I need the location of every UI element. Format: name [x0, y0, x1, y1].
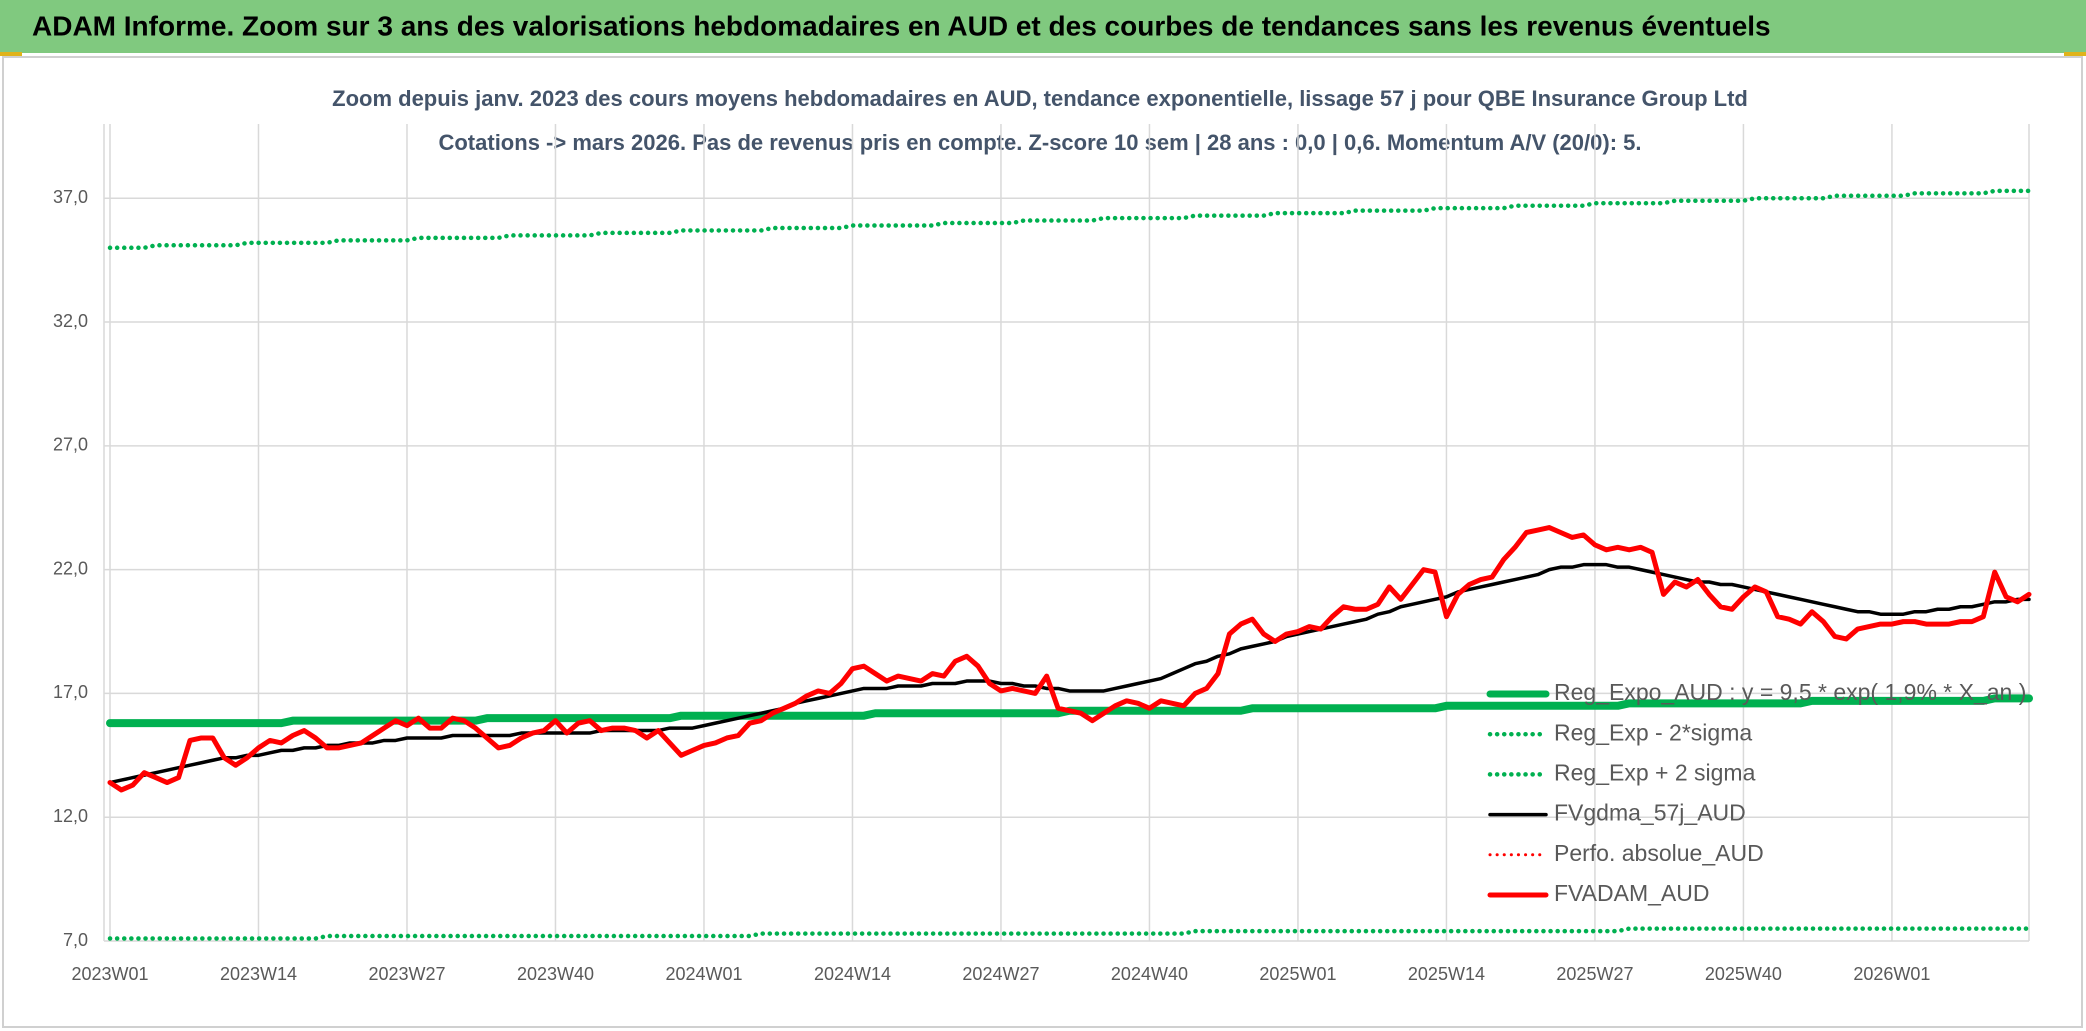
- legend-label: Reg_Exp - 2*sigma: [1554, 719, 1752, 745]
- legend-label: Reg_Exp + 2 sigma: [1554, 759, 1756, 785]
- line-series: [107, 188, 2032, 251]
- legend-label: Reg_Expo_AUD : y = 9,5 * exp( 1,9% * X_a…: [1554, 679, 2026, 705]
- x-tick-label: 2025W14: [1408, 964, 1485, 984]
- header-accent: [0, 52, 22, 56]
- line-series: [107, 525, 2032, 793]
- x-tick-label: 2025W40: [1705, 964, 1782, 984]
- x-tick-label: 2023W01: [71, 964, 148, 984]
- plot-area: [106, 188, 2033, 941]
- x-tick-label: 2023W27: [368, 964, 445, 984]
- chart-frame: [2, 56, 2083, 1028]
- line-series: [107, 926, 2032, 941]
- legend-label: FVADAM_AUD: [1554, 880, 1710, 906]
- x-tick-label: 2025W27: [1556, 964, 1633, 984]
- chart-title: Zoom depuis janv. 2023 des cours moyens …: [332, 86, 1748, 111]
- grid: 7,0 12,0 17,0 22,0 27,0 32,0 37,0 2023W01 2023W1…: [53, 124, 2030, 984]
- legend-label: Perfo. absolue_AUD: [1554, 840, 1764, 866]
- chart-subtitle: Cotations -> mars 2026. Pas de revenus p…: [438, 130, 1641, 155]
- page-title: ADAM Informe. Zoom sur 3 ans des valoris…: [32, 10, 1771, 41]
- y-tick-label: 22,0: [53, 558, 88, 578]
- line-series: [108, 562, 2031, 785]
- y-tick-label: 7,0: [63, 930, 88, 950]
- y-tick-label: 32,0: [53, 311, 88, 331]
- x-tick-label: 2023W14: [220, 964, 297, 984]
- header-accent: [2064, 52, 2086, 56]
- header-bar: [0, 0, 2086, 53]
- y-tick-label: 27,0: [53, 435, 88, 455]
- x-tick-label: 2025W01: [1259, 964, 1336, 984]
- y-tick-label: 17,0: [53, 682, 88, 702]
- x-tick-label: 2023W40: [517, 964, 594, 984]
- y-tick-label: 12,0: [53, 806, 88, 826]
- x-tick-label: 2024W01: [665, 964, 742, 984]
- legend: Reg_Expo_AUD : y = 9,5 * exp( 1,9% * X_a…: [1486, 679, 2026, 906]
- x-tick-label: 2024W40: [1111, 964, 1188, 984]
- x-tick-label: 2024W14: [814, 964, 891, 984]
- legend-label: FVgdma_57j_AUD: [1554, 800, 1746, 826]
- x-tick-label: 2024W27: [962, 964, 1039, 984]
- x-tick-label: 2026W01: [1853, 964, 1930, 984]
- y-tick-label: 37,0: [53, 187, 88, 207]
